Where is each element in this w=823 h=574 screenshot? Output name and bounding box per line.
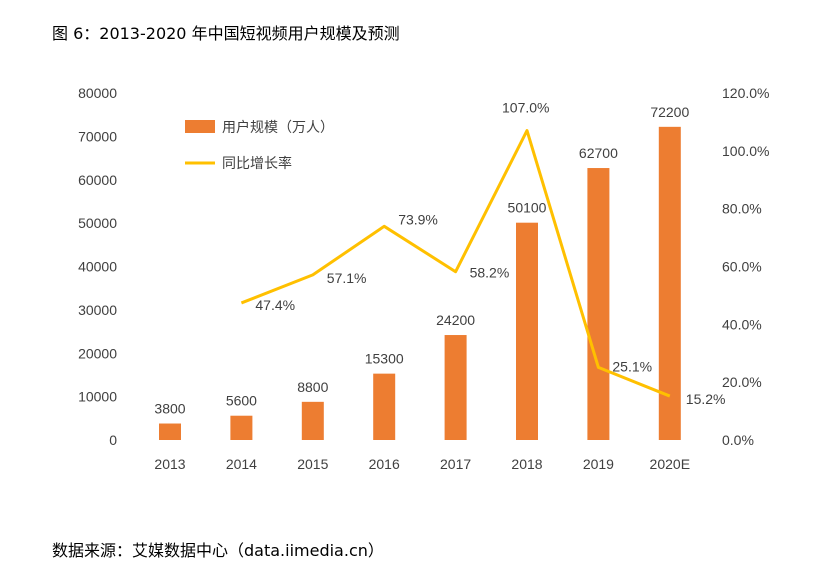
line-data-label: 47.4% <box>255 297 295 313</box>
y-right-tick-label: 100.0% <box>722 143 769 159</box>
growth-line <box>240 129 671 398</box>
y-right-tick-label: 80.0% <box>722 201 762 217</box>
line-data-label: 15.2% <box>686 391 726 407</box>
y-right-tick-label: 120.0% <box>722 85 769 101</box>
y-left-tick-label: 40000 <box>78 259 117 275</box>
legend-bar-label: 用户规模（万人） <box>222 119 334 135</box>
bar-data-label: 62700 <box>579 145 618 161</box>
bar <box>159 423 181 440</box>
x-tick-label: 2017 <box>440 456 471 472</box>
y-right-tick-label: 0.0% <box>722 432 754 448</box>
bar <box>516 222 538 440</box>
x-tick-label: 2014 <box>226 456 257 472</box>
y-left-tick-label: 50000 <box>78 215 117 231</box>
legend-bar-swatch <box>185 120 215 133</box>
bar-data-label: 24200 <box>436 312 475 328</box>
y-left-tick-label: 20000 <box>78 345 117 361</box>
bar <box>587 168 610 440</box>
bar <box>301 401 324 440</box>
line-data-label: 25.1% <box>612 358 652 374</box>
y-right-tick-label: 40.0% <box>722 316 762 332</box>
bar <box>373 373 396 440</box>
bar-data-label: 50100 <box>508 200 547 216</box>
bar-data-label: 8800 <box>297 379 328 395</box>
legend-line-label: 同比增长率 <box>222 155 292 171</box>
y-right-tick-label: 60.0% <box>722 259 762 275</box>
line-data-label: 73.9% <box>398 211 438 227</box>
y-left-tick-label: 30000 <box>78 302 117 318</box>
y-left-tick-label: 10000 <box>78 389 117 405</box>
bar-data-label: 5600 <box>226 393 257 409</box>
x-tick-label: 2018 <box>511 456 542 472</box>
bar-data-label: 15300 <box>365 351 404 367</box>
bar <box>444 335 467 440</box>
y-right-tick-label: 20.0% <box>722 374 762 390</box>
y-left-tick-label: 0 <box>109 432 117 448</box>
bar <box>658 126 681 441</box>
line-data-label: 58.2% <box>470 265 510 281</box>
y-left-tick-label: 80000 <box>78 85 117 101</box>
x-tick-label: 2016 <box>369 456 400 472</box>
x-tick-label: 2013 <box>154 456 185 472</box>
x-tick-label: 2019 <box>583 456 614 472</box>
chart-title: 图 6：2013-2020 年中国短视频用户规模及预测 <box>52 24 400 43</box>
bar-data-label: 72200 <box>650 104 689 120</box>
source-note: 数据来源：艾媒数据中心（data.iimedia.cn） <box>52 541 384 560</box>
y-left-tick-label: 60000 <box>78 172 117 188</box>
bar <box>230 415 253 440</box>
line-data-label: 107.0% <box>502 100 549 116</box>
bar-data-label: 3800 <box>154 401 185 417</box>
y-left-tick-label: 70000 <box>78 128 117 144</box>
x-tick-label: 2015 <box>297 456 328 472</box>
line-data-label: 57.1% <box>327 270 367 286</box>
x-tick-label: 2020E <box>650 456 690 472</box>
